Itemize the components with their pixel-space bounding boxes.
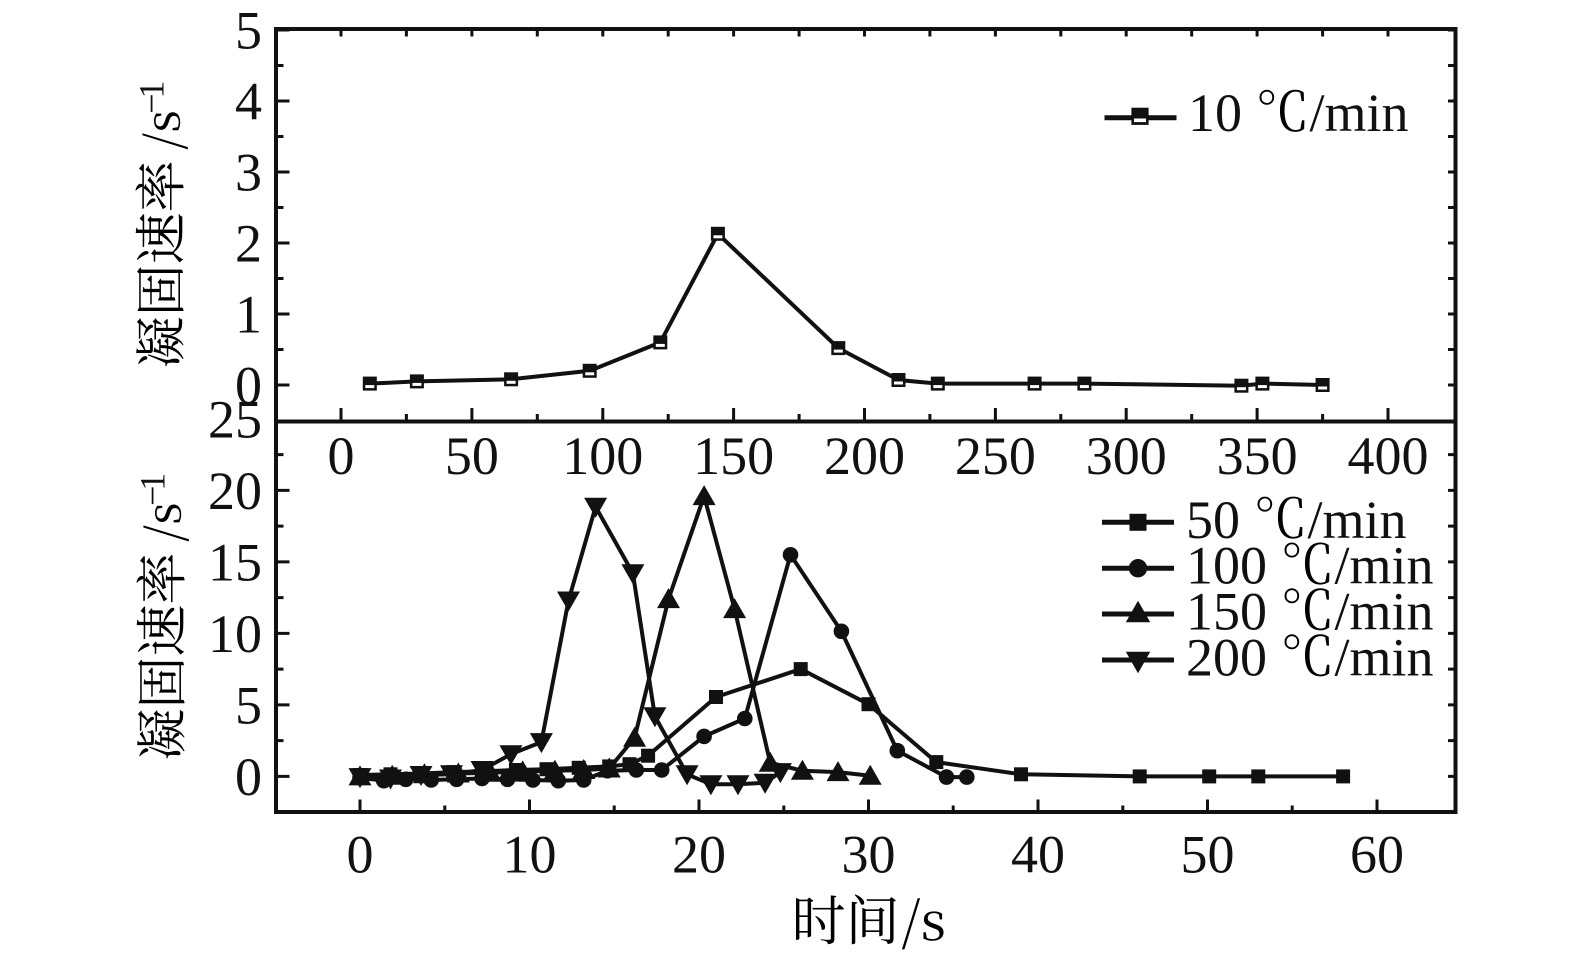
svg-text:40: 40 [1011, 825, 1065, 885]
svg-text:/min: /min [1308, 490, 1407, 550]
svg-text:1: 1 [235, 285, 262, 345]
svg-text:50: 50 [1181, 825, 1235, 885]
svg-text:300: 300 [1086, 426, 1167, 486]
svg-text:200: 200 [1186, 628, 1267, 688]
svg-text:−: − [133, 486, 173, 506]
svg-text:400: 400 [1348, 426, 1429, 486]
svg-text:/min: /min [1335, 536, 1434, 596]
svg-text:/min: /min [1310, 83, 1409, 143]
svg-text:/min: /min [1335, 582, 1434, 642]
svg-text:0: 0 [328, 426, 355, 486]
svg-text:2: 2 [235, 214, 262, 274]
svg-text:4: 4 [235, 72, 262, 132]
svg-text:10: 10 [208, 604, 262, 664]
svg-text:10: 10 [503, 825, 557, 885]
svg-text:20: 20 [672, 825, 726, 885]
svg-text:15: 15 [208, 532, 262, 592]
svg-text:/min: /min [1335, 628, 1434, 688]
svg-text:20: 20 [208, 461, 262, 521]
svg-text:5: 5 [235, 1, 262, 61]
svg-text:150: 150 [693, 426, 774, 486]
svg-text:50: 50 [445, 426, 499, 486]
svg-text:30: 30 [842, 825, 896, 885]
svg-text:0: 0 [235, 356, 262, 416]
svg-text:25: 25 [208, 389, 262, 449]
svg-text:−: − [132, 93, 172, 113]
svg-text:10: 10 [1188, 83, 1242, 143]
svg-text:100: 100 [562, 426, 643, 486]
svg-text:50: 50 [1186, 490, 1240, 550]
svg-text:60: 60 [1350, 825, 1404, 885]
svg-text:0: 0 [235, 747, 262, 807]
svg-text:350: 350 [1217, 426, 1298, 486]
svg-text:100: 100 [1186, 536, 1267, 596]
svg-text:1: 1 [132, 81, 172, 99]
svg-text:0: 0 [347, 825, 374, 885]
svg-text:1: 1 [133, 473, 173, 491]
svg-text:250: 250 [955, 426, 1036, 486]
svg-text:150: 150 [1186, 582, 1267, 642]
svg-text:3: 3 [235, 143, 262, 203]
svg-text:200: 200 [824, 426, 905, 486]
svg-text:5: 5 [235, 675, 262, 735]
